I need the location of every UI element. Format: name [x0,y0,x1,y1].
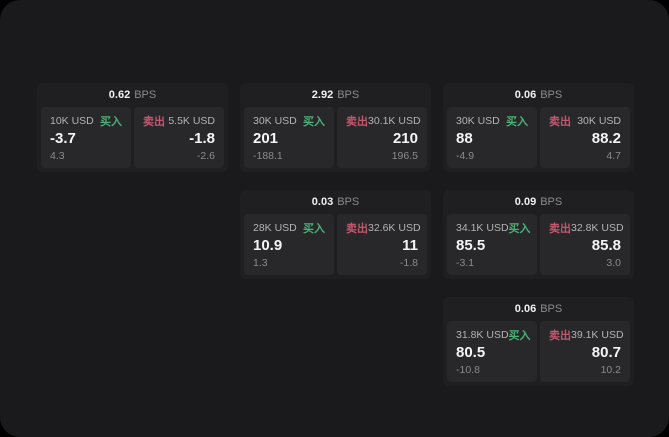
bps-value: 0.06 [514,89,537,101]
buy-amount: 34.1K USD [456,222,509,234]
sell-amount: 30K USD [577,115,621,127]
sell-amount: 32.8K USD [571,222,624,234]
sell-price: 11 [402,237,418,255]
buy-panel[interactable]: 34.1K USD 买入 85.5 -3.1 [447,214,537,275]
bps-value: 0.03 [311,196,334,208]
buy-secondary-value: 4.3 [50,150,65,162]
sell-label: 卖出 [143,116,165,128]
bps-header: 0.62 BPS [37,83,228,107]
bps-value: 0.06 [514,303,537,315]
sell-price: 85.8 [591,237,621,255]
sell-label: 卖出 [346,116,368,128]
bps-unit: BPS [134,89,157,101]
sell-panel[interactable]: 卖出 30.1K USD 210 196.5 [337,107,427,168]
bps-unit: BPS [540,196,563,208]
buy-amount: 30K USD [253,115,297,127]
bps-unit: BPS [337,196,360,208]
sell-amount: 32.6K USD [368,222,421,234]
sell-secondary-value: -2.6 [196,150,215,162]
sell-secondary-value: 10.2 [600,364,621,376]
sell-amount: 5.5K USD [168,115,215,127]
sell-label: 卖出 [549,223,571,235]
bps-value: 0.09 [514,196,537,208]
buy-panel[interactable]: 30K USD 买入 88 -4.9 [447,107,537,168]
buy-amount: 31.8K USD [456,329,509,341]
sell-secondary-value: 3.0 [606,257,621,269]
bps-header: 0.09 BPS [443,190,634,214]
quote-card[interactable]: 0.06 BPS 31.8K USD 买入 80.5 -10.8 卖出 39.1… [443,297,634,386]
buy-price: 88 [456,130,473,148]
buy-label: 买入 [508,330,531,342]
buy-price: 201 [253,130,279,148]
buy-panel[interactable]: 30K USD 买入 201 -188.1 [244,107,334,168]
quote-card-grid: 0.62 BPS 10K USD 买入 -3.7 4.3 卖出 5.5K USD… [37,83,634,386]
sell-price: -1.8 [189,130,215,148]
sell-secondary-value: 4.7 [606,150,621,162]
sell-panel[interactable]: 卖出 39.1K USD 80.7 10.2 [540,321,630,382]
sell-panel[interactable]: 卖出 5.5K USD -1.8 -2.6 [134,107,224,168]
buy-secondary-value: -10.8 [456,364,480,376]
quote-card[interactable]: 2.92 BPS 30K USD 买入 201 -188.1 卖出 30.1K … [240,83,431,172]
quote-card[interactable]: 0.06 BPS 30K USD 买入 88 -4.9 卖出 30K USD 8… [443,83,634,172]
buy-price: 85.5 [456,237,486,255]
buy-price: 10.9 [253,237,283,255]
bps-value: 0.62 [108,89,131,101]
buy-price: -3.7 [50,130,76,148]
bps-header: 0.06 BPS [443,297,634,321]
sell-price: 80.7 [591,344,621,362]
buy-secondary-value: -3.1 [456,257,475,269]
quote-card[interactable]: 0.09 BPS 34.1K USD 买入 85.5 -3.1 卖出 32.8K… [443,190,634,279]
sell-label: 卖出 [346,223,368,235]
bps-unit: BPS [337,89,360,101]
sell-panel[interactable]: 卖出 32.6K USD 11 -1.8 [337,214,427,275]
sell-amount: 30.1K USD [368,115,421,127]
buy-label: 买入 [303,116,325,128]
quote-card[interactable]: 0.62 BPS 10K USD 买入 -3.7 4.3 卖出 5.5K USD… [37,83,228,172]
sell-label: 卖出 [549,116,571,128]
buy-secondary-value: -188.1 [253,150,283,162]
sell-price: 88.2 [591,130,621,148]
bps-header: 0.03 BPS [240,190,431,214]
bps-header: 0.06 BPS [443,83,634,107]
buy-secondary-value: 1.3 [253,257,268,269]
bps-value: 2.92 [311,89,334,101]
buy-label: 买入 [100,116,122,128]
buy-panel[interactable]: 28K USD 买入 10.9 1.3 [244,214,334,275]
buy-price: 80.5 [456,344,486,362]
sell-secondary-value: -1.8 [399,257,418,269]
sell-price: 210 [392,130,418,148]
buy-amount: 10K USD [50,115,94,127]
sell-amount: 39.1K USD [571,329,624,341]
buy-label: 买入 [303,223,325,235]
sell-panel[interactable]: 卖出 32.8K USD 85.8 3.0 [540,214,630,275]
buy-panel[interactable]: 10K USD 买入 -3.7 4.3 [41,107,131,168]
quote-card[interactable]: 0.03 BPS 28K USD 买入 10.9 1.3 卖出 32.6K US… [240,190,431,279]
buy-label: 买入 [506,116,528,128]
sell-label: 卖出 [549,330,571,342]
bps-unit: BPS [540,303,563,315]
buy-label: 买入 [508,223,531,235]
buy-panel[interactable]: 31.8K USD 买入 80.5 -10.8 [447,321,537,382]
buy-secondary-value: -4.9 [456,150,475,162]
buy-amount: 28K USD [253,222,297,234]
bps-unit: BPS [540,89,563,101]
sell-secondary-value: 196.5 [391,150,418,162]
buy-amount: 30K USD [456,115,500,127]
bps-header: 2.92 BPS [240,83,431,107]
sell-panel[interactable]: 卖出 30K USD 88.2 4.7 [540,107,630,168]
